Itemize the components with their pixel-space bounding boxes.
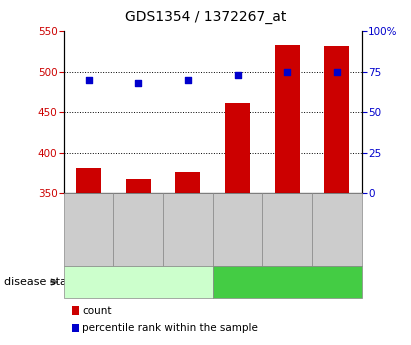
Text: disease state: disease state — [4, 277, 78, 287]
Text: GSM32444: GSM32444 — [282, 203, 292, 256]
Text: control: control — [119, 277, 157, 287]
Point — [135, 80, 141, 86]
Text: GSM32442: GSM32442 — [183, 203, 193, 256]
Text: GSM32445: GSM32445 — [332, 203, 342, 256]
Text: GSM32440: GSM32440 — [83, 203, 94, 256]
Bar — [324, 47, 349, 193]
Text: cirrhosis: cirrhosis — [264, 277, 310, 287]
Bar — [275, 45, 300, 193]
Text: GSM32441: GSM32441 — [133, 203, 143, 256]
Bar — [175, 172, 200, 193]
Text: count: count — [82, 306, 112, 315]
Bar — [225, 103, 250, 193]
Point — [284, 69, 291, 74]
Bar — [126, 179, 150, 193]
Point — [234, 72, 241, 78]
Text: percentile rank within the sample: percentile rank within the sample — [82, 323, 258, 333]
Text: GSM32443: GSM32443 — [233, 203, 242, 256]
Text: GDS1354 / 1372267_at: GDS1354 / 1372267_at — [125, 10, 286, 24]
Point — [185, 77, 191, 82]
Bar — [76, 168, 101, 193]
Point — [334, 69, 340, 74]
Point — [85, 77, 92, 82]
